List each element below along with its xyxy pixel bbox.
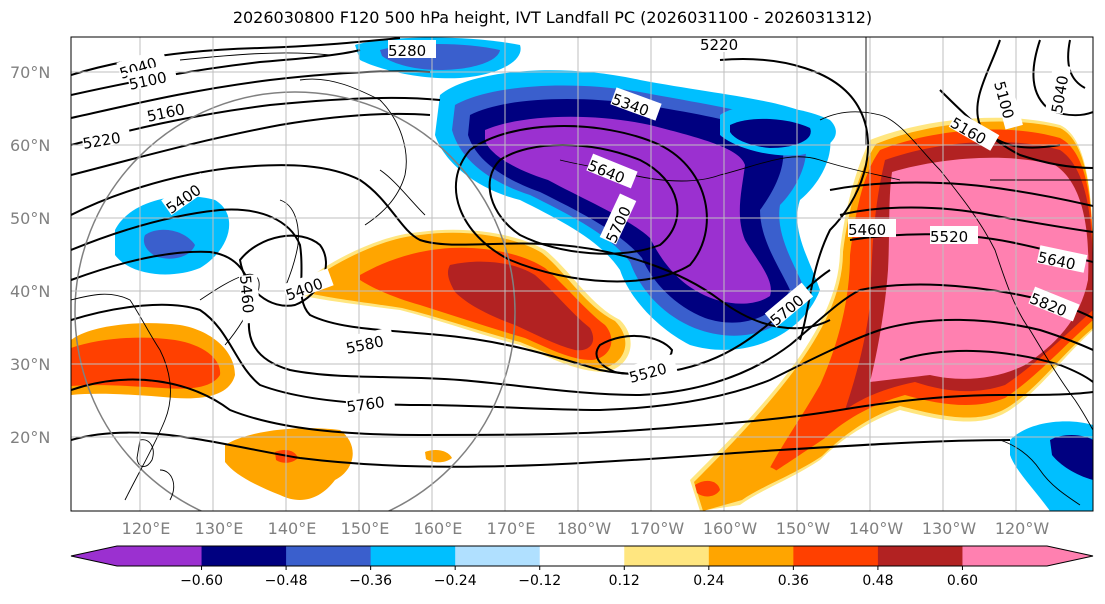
colorbar-tick-label: −0.36 [349, 573, 392, 589]
contour-label: 5460 [236, 275, 257, 315]
lat-axis: 70°N 60°N 50°N 40°N 30°N 20°N [10, 63, 50, 447]
contour-label: 5760 [345, 393, 385, 416]
colorbar-tick-label: −0.60 [180, 573, 223, 589]
colorbar-swatch [708, 546, 794, 566]
lon-label: 130°E [195, 519, 244, 538]
colorbar-tick-label: 0.24 [693, 573, 724, 589]
lat-label: 30°N [10, 355, 50, 374]
lon-label: 170°E [487, 519, 536, 538]
colorbar-tick-label: 0.48 [862, 573, 893, 589]
contour-label: 5280 [388, 42, 426, 60]
lon-label: 140°E [268, 519, 317, 538]
lon-label: 120°W [995, 519, 1050, 538]
contour-label: 5520 [930, 228, 968, 246]
colorbar-swatch [539, 546, 625, 566]
colorbar-swatch [624, 546, 710, 566]
contour-label: 5460 [848, 221, 886, 239]
lon-label: 180°W [557, 519, 612, 538]
colorbar-outline [70, 545, 1094, 567]
shade-pink-nepac [870, 157, 1089, 382]
shade-orange-hawaii [695, 480, 720, 497]
lon-label: 150°W [776, 519, 831, 538]
shade-gold-hawaii [740, 465, 780, 486]
colorbar-tick-label: −0.48 [265, 573, 308, 589]
shade-orange-eastasia [71, 337, 221, 389]
colorbar-swatch [962, 546, 1048, 566]
map-title: 2026030800 F120 500 hPa height, IVT Land… [232, 8, 873, 27]
lon-label: 150°E [341, 519, 390, 538]
graticule [71, 37, 1093, 511]
lat-label: 20°N [10, 428, 50, 447]
lon-label: 130°W [922, 519, 977, 538]
lat-label: 40°N [10, 282, 50, 301]
lon-axis: 120°E 130°E 140°E 150°E 160°E 170°E 180°… [122, 519, 1050, 538]
colorbar-swatch [286, 546, 372, 566]
lon-label: 120°E [122, 519, 171, 538]
lat-label: 50°N [10, 209, 50, 228]
shade-gold-south1 [225, 428, 353, 500]
colorbar-swatch [877, 546, 963, 566]
shade-navy-alaska [730, 118, 811, 148]
colorbar: −0.60 −0.48 −0.36 −0.24 −0.12 0.12 0.24 0.36 0.4… [70, 545, 1094, 589]
colorbar-tick-label: −0.12 [518, 573, 561, 589]
colorbar-extend-low [71, 546, 117, 566]
colorbar-tick-label: 0.60 [947, 573, 978, 589]
shade-navy-mexico [1050, 435, 1093, 480]
colorbar-swatch [117, 546, 203, 566]
colorbar-swatch [370, 546, 456, 566]
shade-red-central [447, 261, 594, 351]
colorbar-extend-high [1047, 546, 1093, 566]
colorbar-tick-label: −0.24 [434, 573, 477, 589]
region-circle [74, 91, 516, 511]
colorbar-tick-label: 0.12 [609, 573, 640, 589]
contour-label: 5220 [700, 36, 738, 54]
lat-label: 70°N [10, 63, 50, 82]
colorbar-swatch [201, 546, 287, 566]
lon-label: 140°W [849, 519, 904, 538]
lon-label: 170°W [630, 519, 685, 538]
shade-blue-siberia [143, 229, 195, 259]
plot-frame [70, 36, 1094, 512]
lon-label: 160°W [703, 519, 758, 538]
colorbar-swatch [793, 546, 879, 566]
colorbar-swatch [455, 546, 541, 566]
contour-label-group: 5040 5100 5160 5220 5280 5220 5340 5400 … [80, 36, 1088, 416]
colorbar-tick-label: 0.36 [778, 573, 809, 589]
lon-label: 160°E [414, 519, 463, 538]
lat-label: 60°N [10, 136, 50, 155]
